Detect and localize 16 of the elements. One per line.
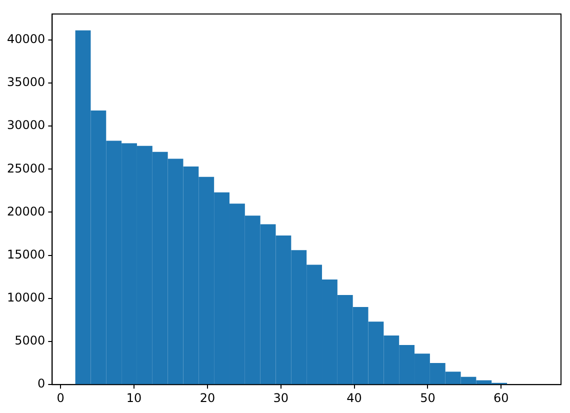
x-tick-label: 30 <box>273 390 289 405</box>
x-tick-label: 10 <box>126 390 142 405</box>
y-tick-label: 15000 <box>6 247 46 262</box>
x-tick-label: 20 <box>200 390 216 405</box>
y-tick-label: 0 <box>38 376 46 391</box>
x-tick-label: 0 <box>56 390 64 405</box>
y-tick-label: 10000 <box>6 290 46 305</box>
x-tick-label: 50 <box>420 390 436 405</box>
y-tick-label: 35000 <box>6 75 46 90</box>
x-tick-label: 60 <box>494 390 509 405</box>
x-tick-label: 40 <box>346 390 362 405</box>
y-tick-label: 5000 <box>14 334 46 348</box>
y-tick-label: 20000 <box>6 204 46 218</box>
y-tick-label: 40000 <box>6 32 46 46</box>
y-tick-label: 25000 <box>6 161 46 176</box>
y-tick-label: 30000 <box>6 118 46 132</box>
